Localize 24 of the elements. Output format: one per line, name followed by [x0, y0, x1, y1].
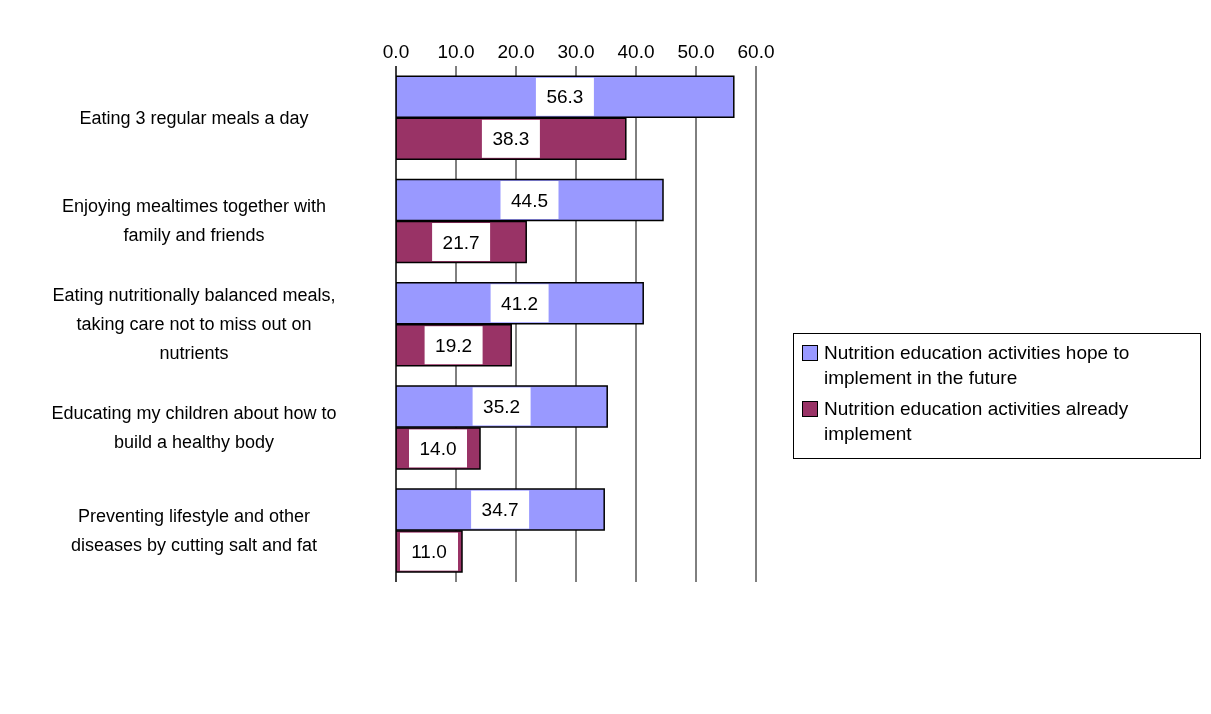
legend-label: Nutrition education activities already implement	[824, 397, 1130, 446]
x-tick-label: 50.0	[677, 41, 715, 62]
data-label: 56.3	[546, 86, 584, 108]
data-label: 19.2	[435, 334, 473, 356]
x-tick-label: 60.0	[737, 41, 775, 62]
data-label: 35.2	[483, 395, 521, 417]
y-tick-label: Preventing lifestyle and other diseases by cutting salt and fat	[70, 505, 318, 555]
data-label: 11.0	[411, 541, 447, 563]
y-tick-label: Eating 3 regular meals a day	[79, 107, 309, 128]
data-label: 38.3	[492, 128, 530, 150]
x-tick-label: 40.0	[617, 41, 655, 62]
legend-label: Nutrition education activities hope to implement in the future	[824, 341, 1131, 390]
x-tick-label: 20.0	[497, 41, 535, 62]
data-label: 44.5	[511, 189, 548, 211]
data-label: 34.7	[481, 499, 519, 521]
y-tick-label: Eating nutritionally balanced meals, taking care not to miss out on nutrients	[52, 285, 336, 363]
data-label: 21.7	[442, 231, 480, 253]
y-tick-label: Enjoying mealtimes together with family and friends	[61, 196, 327, 246]
y-tick-label: Educating my children about how to build a healthy body	[51, 402, 337, 452]
x-tick-label: 10.0	[437, 41, 475, 62]
x-tick-label: 30.0	[557, 41, 595, 62]
x-tick-label: 0.0	[382, 41, 410, 62]
data-label: 41.2	[501, 292, 539, 314]
data-label: 14.0	[419, 437, 457, 459]
